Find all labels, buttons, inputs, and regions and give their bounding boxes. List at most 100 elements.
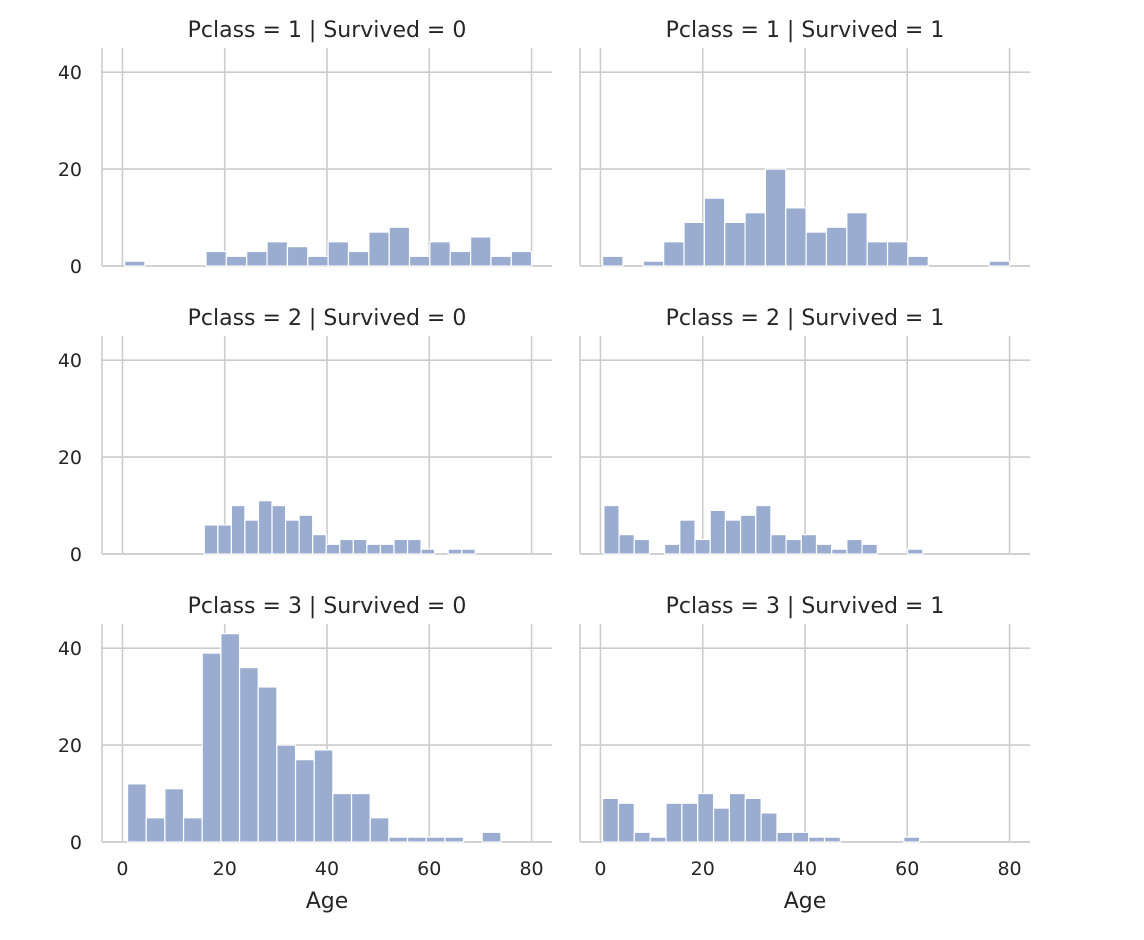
panel-title: Pclass = 1 | Survived = 1	[666, 18, 945, 43]
histogram-bar	[823, 836, 841, 843]
histogram-bar	[792, 831, 810, 843]
histogram-bar	[481, 831, 502, 843]
histogram-bar	[257, 500, 273, 555]
histogram-bar	[388, 226, 411, 267]
histogram-bar	[201, 652, 222, 843]
y-tick-label: 0	[70, 832, 82, 854]
histogram-bar	[408, 255, 431, 267]
histogram-bar	[388, 836, 409, 843]
histogram-bar	[447, 548, 463, 555]
histogram-bar	[246, 250, 268, 267]
histogram-bar	[461, 548, 476, 555]
histogram-bar	[182, 817, 203, 843]
x-tick-label: 20	[691, 858, 715, 880]
histogram-bar	[429, 241, 451, 267]
x-axis-label: Age	[306, 889, 349, 914]
x-tick-label: 80	[519, 858, 543, 880]
histogram-bar	[124, 260, 146, 267]
histogram-bar	[217, 524, 232, 555]
histogram-bar	[618, 534, 635, 555]
histogram-bar	[276, 744, 297, 843]
histogram-bar	[332, 792, 353, 843]
panel-title: Pclass = 3 | Survived = 1	[666, 594, 945, 619]
histogram-bar	[697, 792, 715, 843]
histogram-bar	[257, 686, 278, 843]
histogram-bar	[617, 802, 635, 843]
histogram-bar	[886, 241, 909, 267]
y-tick-label: 40	[58, 350, 82, 372]
histogram-bar	[369, 817, 390, 843]
histogram-bar	[406, 538, 422, 555]
histogram-bar	[294, 759, 315, 843]
histogram-bar	[663, 241, 685, 267]
histogram-bar	[907, 548, 924, 555]
x-tick-label: 40	[793, 858, 817, 880]
histogram-bar	[271, 504, 287, 555]
histogram-bar	[649, 836, 667, 843]
histogram-bar	[785, 207, 807, 267]
histogram-bar	[907, 255, 929, 267]
histogram-bar	[866, 241, 889, 267]
histogram-bar	[679, 519, 696, 555]
panel-5: 0 20 40 Pclass = 3 | Survived = 0 0 20 40 60 80 A…	[58, 594, 552, 914]
panel-4: Pclass = 2 | Survived = 1	[579, 306, 1030, 555]
histogram-bar	[728, 792, 746, 843]
y-tick-label: 40	[58, 638, 82, 660]
histogram-bar	[770, 534, 787, 555]
histogram-bar	[205, 250, 227, 267]
y-tick-label: 0	[70, 256, 82, 278]
histogram-bar	[420, 548, 436, 555]
histogram-bar	[664, 543, 681, 555]
panel-6: Pclass = 3 | Survived = 1 0 20 40 60 80 Age	[579, 594, 1030, 914]
histogram-bar	[406, 836, 427, 843]
histogram-bar	[238, 666, 259, 843]
histogram-bar	[230, 504, 246, 555]
histogram-bar	[760, 812, 778, 843]
histogram-bar	[633, 538, 651, 555]
histogram-bar	[602, 797, 620, 843]
x-tick-label: 60	[417, 858, 441, 880]
histogram-bar	[703, 197, 726, 267]
y-tick-label: 0	[70, 544, 82, 566]
x-tick-label: 0	[116, 858, 128, 880]
histogram-bar	[785, 538, 802, 555]
histogram-bar	[444, 836, 465, 843]
histogram-bar	[776, 831, 794, 843]
histogram-bar	[633, 831, 651, 843]
histogram-bar	[244, 519, 260, 555]
histogram-bar	[744, 797, 762, 843]
y-tick-label: 20	[58, 735, 82, 757]
histogram-bar	[825, 226, 848, 267]
histogram-bar	[831, 548, 848, 555]
histogram-bar	[744, 212, 767, 267]
histogram-bar	[347, 250, 370, 267]
histogram-bar	[469, 236, 492, 267]
panel-title: Pclass = 3 | Survived = 0	[188, 594, 467, 619]
histogram-bar	[393, 538, 409, 555]
histogram-bar	[808, 836, 826, 843]
histogram-bar	[352, 538, 368, 555]
x-tick-label: 0	[594, 858, 606, 880]
histogram-bar	[490, 255, 512, 267]
histogram-bar	[681, 802, 699, 843]
histogram-bar	[449, 250, 472, 267]
histogram-bar	[339, 538, 354, 555]
panel-title: Pclass = 1 | Survived = 0	[188, 18, 467, 43]
panel-1: 0 20 40 Pclass = 1 | Survived = 0	[58, 18, 552, 278]
histogram-bar	[988, 260, 1011, 267]
y-tick-label: 20	[58, 447, 82, 469]
histogram-bar	[225, 255, 248, 267]
histogram-bar	[368, 231, 390, 267]
x-tick-label: 40	[315, 858, 339, 880]
histogram-bar	[724, 519, 742, 555]
histogram-bar	[312, 534, 327, 555]
histogram-bar	[739, 514, 757, 555]
histogram-bar	[145, 817, 166, 843]
histogram-bar	[603, 504, 620, 555]
histogram-bar	[805, 231, 828, 267]
histogram-bar	[683, 221, 705, 267]
histogram-bar	[510, 250, 533, 267]
histogram-bar	[846, 212, 868, 267]
histogram-bar	[298, 514, 314, 555]
